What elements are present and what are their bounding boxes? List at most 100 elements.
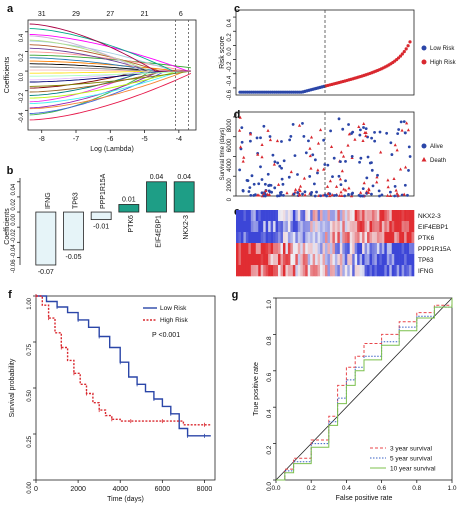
gene-label-e: NKX2-3	[418, 213, 441, 220]
heatmap-cell-e	[391, 243, 395, 255]
heatmap-cell-e	[325, 232, 328, 244]
heatmap-cell-e	[344, 210, 348, 222]
alive-point-d	[266, 172, 270, 176]
top-tick-a: 29	[72, 11, 80, 18]
death-point-d	[330, 193, 334, 197]
death-point-d	[340, 169, 344, 173]
alive-point-d	[408, 155, 412, 158]
heatmap-cell-e	[265, 254, 269, 266]
heatmap-cell-e	[409, 221, 412, 233]
heatmap-cell-e	[302, 254, 306, 266]
heatmap-cell-e	[317, 232, 321, 244]
heatmap-cell-e	[260, 265, 264, 277]
death-point-d	[316, 168, 320, 172]
alive-point-d	[407, 169, 410, 172]
bar-b	[90, 211, 112, 221]
alive-point-d	[350, 132, 353, 135]
y-tick-label-c: -0.6	[227, 89, 233, 100]
heatmap-cell-e	[369, 221, 373, 233]
alive-point-d	[385, 131, 389, 135]
death-point-d	[260, 155, 264, 159]
heatmap-cell-e	[287, 221, 291, 233]
heatmap-cell-e	[389, 232, 393, 244]
heatmap-cell-e	[312, 243, 316, 255]
heatmap-cell-e	[240, 221, 244, 233]
death-point-d	[257, 193, 261, 197]
heatmap-cell-e	[307, 221, 311, 233]
heatmap-cell-e	[354, 232, 358, 244]
gene-label-e: TP63	[418, 257, 434, 264]
heatmap-cell-e	[317, 265, 321, 277]
alive-point-d	[281, 182, 285, 186]
heatmap-cell-e	[327, 254, 331, 266]
heatmap-cell-e	[258, 210, 262, 222]
heatmap-cell-e	[290, 243, 294, 255]
death-point-d	[298, 184, 303, 188]
heatmap-cell-e	[245, 232, 249, 244]
heatmap-cell-e	[394, 232, 397, 244]
alive-point-d	[378, 194, 381, 198]
heatmap-cell-e	[381, 254, 385, 266]
panel-letter-c: c	[234, 3, 240, 15]
alive-point-d	[323, 163, 327, 166]
heatmap-cell-e	[285, 210, 289, 222]
heatmap-cell-e	[384, 221, 388, 233]
value-label-b: 0.01	[122, 196, 136, 203]
heatmap-cell-e	[310, 265, 313, 277]
km-curve-f	[36, 295, 211, 437]
heatmap-cell-e	[404, 221, 407, 233]
heatmap-cell-e	[273, 232, 276, 244]
heatmap-cell-e	[268, 232, 271, 244]
coefficient-path-a	[29, 23, 191, 72]
alive-point-d	[344, 159, 347, 163]
alive-point-d	[403, 131, 407, 135]
heatmap-cell-e	[339, 243, 343, 255]
heatmap-cell-e	[305, 210, 308, 222]
death-point-d	[297, 193, 301, 197]
heatmap-cell-e	[302, 221, 306, 233]
alive-point-d	[378, 130, 382, 134]
heatmap-cell-e	[307, 254, 311, 266]
heatmap-cell-e	[325, 265, 328, 277]
heatmap-cell-e	[315, 254, 318, 266]
legend-label-d: Death	[430, 158, 446, 164]
alive-point-d	[240, 140, 244, 144]
heatmap-cell-e	[332, 243, 336, 255]
alive-point-d	[247, 190, 251, 193]
legend-label-f: High Risk	[160, 317, 189, 324]
death-point-d	[375, 180, 379, 184]
heatmap-cell-e	[379, 243, 383, 255]
heatmap-cell-e	[367, 210, 370, 222]
heatmap-cell-e	[322, 265, 326, 277]
heatmap-cell-e	[236, 254, 239, 266]
heatmap-cell-e	[240, 254, 244, 266]
heatmap-cell-e	[322, 210, 326, 222]
heatmap-cell-e	[317, 210, 321, 222]
heatmap-cell-e	[300, 254, 304, 266]
alive-point-d	[248, 139, 252, 143]
heatmap-cell-e	[332, 210, 336, 222]
heatmap-cell-e	[327, 221, 331, 233]
heatmap-cell-e	[401, 243, 405, 255]
heatmap-cell-e	[394, 243, 397, 255]
alive-point-d	[389, 190, 392, 194]
heatmap-cell-e	[317, 221, 321, 233]
category-label-b: TP63	[73, 192, 80, 209]
heatmap-cell-e	[325, 210, 328, 222]
heatmap-cell-e	[344, 221, 348, 233]
alive-point-d	[397, 128, 401, 131]
heatmap-cell-e	[342, 232, 346, 244]
heatmap-cell-e	[399, 243, 402, 255]
heatmap-cell-e	[302, 210, 306, 222]
risk-point-c	[408, 40, 412, 44]
heatmap-cell-e	[273, 265, 276, 277]
death-point-d	[362, 181, 366, 185]
heatmap-cell-e	[329, 232, 333, 244]
heatmap-cell-e	[275, 243, 279, 255]
heatmap-cell-e	[265, 221, 269, 233]
heatmap-cell-e	[297, 254, 301, 266]
alive-point-d	[370, 161, 373, 164]
heatmap-cell-e	[411, 265, 415, 277]
alive-point-d	[350, 192, 354, 196]
heatmap-cell-e	[342, 243, 346, 255]
